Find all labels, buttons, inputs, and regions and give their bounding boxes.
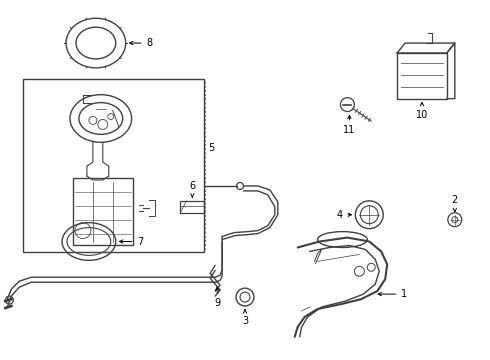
Text: 9: 9	[214, 287, 220, 308]
Text: 5: 5	[208, 143, 215, 153]
Text: 3: 3	[242, 310, 248, 326]
Bar	[180, 201, 204, 213]
Text: 4: 4	[337, 210, 351, 220]
Bar	[23, 79, 204, 252]
Bar	[73, 178, 133, 246]
Text: 8: 8	[129, 38, 152, 48]
Text: 10: 10	[416, 103, 428, 120]
Text: 7: 7	[120, 237, 144, 247]
Text: 11: 11	[343, 116, 356, 135]
Text: 2: 2	[452, 195, 458, 212]
Text: 1: 1	[378, 289, 407, 299]
Text: 6: 6	[189, 181, 196, 197]
Bar	[397, 53, 447, 99]
